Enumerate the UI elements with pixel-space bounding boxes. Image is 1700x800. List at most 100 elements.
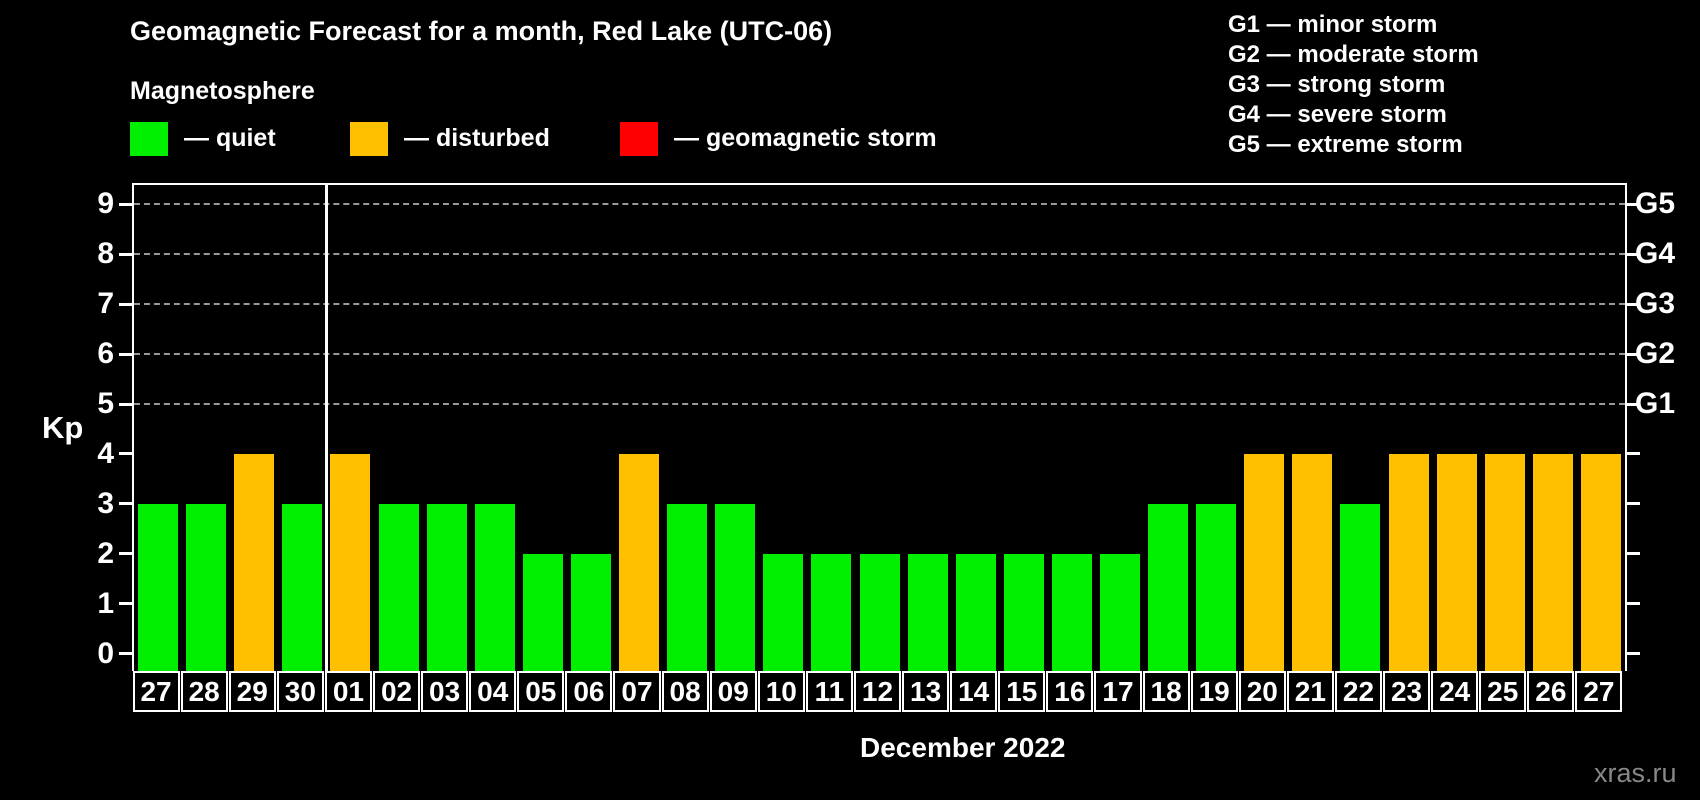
y-tick-right-2 — [1627, 552, 1640, 556]
y-tick-right-0 — [1627, 652, 1640, 655]
watermark: xras.ru — [1594, 758, 1677, 788]
g-scale-legend-line-5: G5 — extreme storm — [1228, 131, 1463, 158]
day-label-29: 26 — [1527, 671, 1575, 712]
g-scale-legend-line-1: G1 — minor storm — [1228, 11, 1438, 38]
kp-bar-day-07 — [619, 453, 660, 671]
right-axis-label-g2: G2 — [1635, 337, 1676, 371]
day-label-22: 19 — [1190, 671, 1238, 712]
day-label-8: 05 — [517, 671, 565, 712]
right-axis-label-g1: G1 — [1635, 387, 1676, 420]
y-tick-right-6 — [1627, 352, 1640, 356]
kp-bar-day-14 — [955, 553, 996, 671]
gridline-kp7 — [134, 303, 1625, 306]
right-axis-label-g3: G3 — [1635, 287, 1676, 321]
plot-area: 0 1 2 3 4 5 6 7 8 9 G1 G2 G3 G4 G5 — [97, 183, 1675, 671]
y-tick-right-3 — [1627, 502, 1640, 506]
y-tick-left-4 — [119, 452, 132, 456]
quiet-color-swatch — [130, 122, 168, 156]
day-label-27: 24 — [1431, 671, 1479, 712]
day-label-23: 20 — [1238, 671, 1286, 712]
y-tick-right-9 — [1627, 202, 1640, 206]
day-label-11: 08 — [661, 671, 709, 712]
day-label-28: 25 — [1479, 671, 1527, 712]
day-label-5: 02 — [372, 671, 421, 712]
y-tick-left-5 — [119, 402, 132, 406]
kp-bar-day-06 — [570, 553, 611, 671]
day-label-0: 27 — [132, 671, 180, 712]
disturbed-color-swatch — [350, 122, 388, 156]
kp-bar-day-30 — [282, 503, 323, 671]
kp-bar-day-08 — [667, 503, 708, 671]
y-tick-right-4 — [1627, 452, 1640, 456]
kp-bar-day-04 — [474, 503, 515, 671]
y-tick-left-3 — [119, 502, 132, 506]
kp-bar-day-22 — [1340, 503, 1381, 671]
day-label-10: 07 — [613, 671, 661, 712]
y-tick-left-2 — [119, 552, 132, 556]
y-tick-label-3: 3 — [97, 486, 114, 520]
day-label-24: 21 — [1286, 671, 1334, 712]
right-axis-label-g5: G5 — [1635, 187, 1676, 221]
day-label-6: 03 — [421, 671, 469, 712]
page-title: Geomagnetic Forecast for a month, Red La… — [130, 16, 833, 46]
kp-bar-day-24 — [1436, 453, 1477, 671]
kp-bar-day-15 — [1003, 553, 1044, 671]
kp-bar-day-03 — [426, 503, 467, 671]
day-label-19: 16 — [1046, 671, 1094, 712]
day-label-9: 06 — [565, 671, 613, 712]
kp-bar-day-11 — [811, 553, 852, 671]
day-label-14: 11 — [805, 671, 853, 712]
g-scale-legend-line-4: G4 — severe storm — [1228, 101, 1447, 128]
gridline-kp5 — [134, 403, 1625, 405]
y-tick-label-0: 0 — [97, 636, 114, 670]
day-label-25: 22 — [1334, 671, 1382, 712]
day-label-30: 27 — [1575, 671, 1623, 712]
g-scale-legend-line-2: G2 — moderate storm — [1228, 41, 1479, 68]
kp-bar-day-23 — [1388, 453, 1429, 671]
kp-bar-day-26 — [1532, 453, 1573, 671]
kp-bar-day-18 — [1148, 503, 1189, 671]
kp-bar-day-29 — [234, 453, 275, 671]
gridline-kp8 — [134, 253, 1625, 256]
day-label-1: 28 — [180, 671, 228, 712]
y-tick-label-8: 8 — [97, 237, 114, 271]
day-label-2: 29 — [228, 671, 276, 712]
kp-bar-day-25 — [1484, 453, 1525, 671]
y-tick-left-1 — [119, 602, 132, 606]
day-label-13: 10 — [757, 671, 805, 712]
day-label-3: 30 — [276, 671, 324, 712]
kp-bar-day-10 — [763, 553, 804, 671]
y-tick-right-8 — [1627, 252, 1640, 256]
kp-bar-day-27 — [138, 503, 179, 671]
legend-label-disturbed: — disturbed — [404, 124, 550, 152]
kp-bar-day-02 — [378, 503, 419, 671]
day-label-18: 15 — [998, 671, 1046, 712]
y-tick-label-9: 9 — [97, 187, 114, 221]
day-label-16: 13 — [902, 671, 950, 712]
kp-bar-day-21 — [1292, 453, 1333, 671]
gridline-kp9 — [134, 203, 1625, 206]
day-label-15: 12 — [853, 671, 902, 712]
y-tick-left-7 — [119, 302, 132, 306]
y-tick-label-5: 5 — [97, 387, 114, 420]
legend-label-storm: — geomagnetic storm — [674, 124, 937, 152]
x-axis-title: December 2022 — [860, 732, 1066, 763]
day-label-17: 14 — [950, 671, 998, 712]
y-tick-left-9 — [119, 202, 132, 206]
kp-state-legend: — quiet — disturbed — geomagnetic storm — [0, 120, 1700, 160]
kp-bar-day-05 — [522, 553, 563, 671]
g-scale-legend-line-3: G3 — strong storm — [1228, 71, 1446, 98]
kp-bar-day-12 — [859, 553, 900, 671]
kp-bar-day-27 — [1580, 453, 1621, 671]
y-tick-right-1 — [1627, 602, 1640, 606]
day-axis: 27 28 29 30 01 02 03 04 05 06 07 08 09 10 11 12 13 14 15 16… — [132, 671, 1623, 715]
y-tick-label-1: 1 — [97, 586, 114, 620]
day-label-7: 04 — [469, 671, 517, 712]
magnetosphere-label: Magnetosphere — [130, 77, 315, 105]
kp-bar-day-17 — [1099, 553, 1140, 671]
storm-color-swatch — [620, 122, 658, 156]
kp-bar-day-13 — [907, 553, 948, 671]
y-tick-left-6 — [119, 352, 132, 356]
y-tick-label-7: 7 — [97, 287, 114, 321]
